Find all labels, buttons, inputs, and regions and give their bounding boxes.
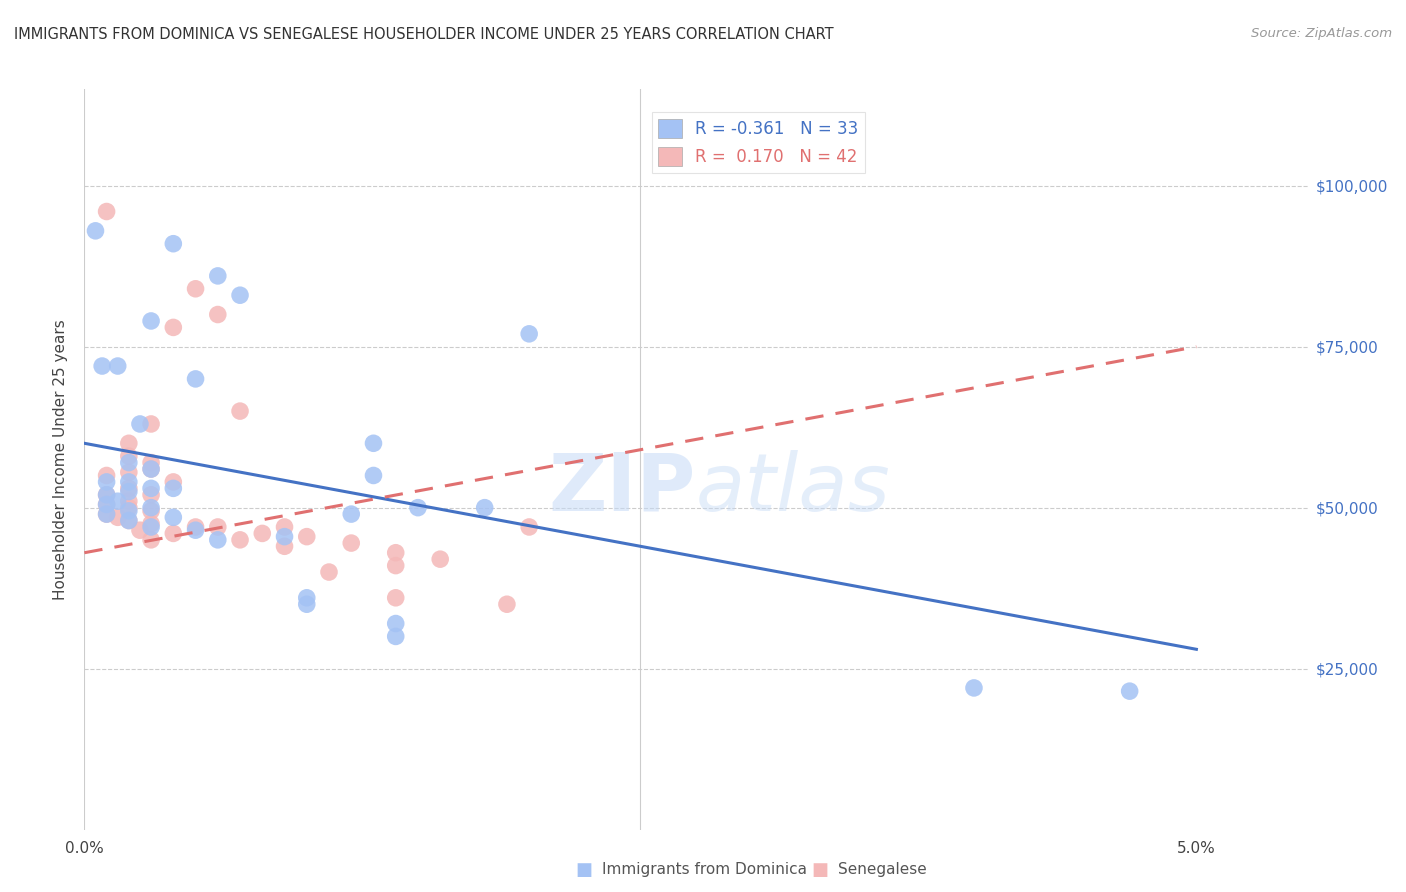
Text: ■: ■ (811, 861, 828, 879)
Point (96, 475, 118, 489)
Point (162, 526, 184, 541)
Point (184, 282, 207, 296)
Point (118, 504, 141, 518)
Point (384, 591, 406, 605)
Point (139, 520, 162, 534)
Point (118, 449, 141, 463)
Point (118, 494, 141, 508)
Point (118, 484, 141, 499)
Point (139, 481, 162, 495)
Point (474, 500, 496, 515)
Point (184, 372, 207, 386)
Point (963, 681, 986, 695)
Point (96, 498, 118, 512)
Point (118, 456, 141, 470)
Point (517, 326, 540, 341)
Point (184, 523, 207, 537)
Point (118, 500, 141, 515)
Point (118, 481, 141, 495)
Point (229, 404, 252, 418)
Point (295, 591, 318, 605)
Point (96, 488, 118, 502)
Point (96, 507, 118, 521)
Point (207, 268, 229, 283)
Point (162, 481, 184, 495)
Point (229, 533, 252, 547)
Point (273, 539, 295, 553)
Point (318, 565, 340, 579)
Point (384, 629, 406, 643)
Point (162, 236, 184, 251)
Point (207, 533, 229, 547)
Point (96, 488, 118, 502)
Point (118, 465, 141, 479)
Point (384, 558, 406, 573)
Point (139, 504, 162, 518)
Point (91, 359, 114, 373)
Point (139, 488, 162, 502)
Point (139, 314, 162, 328)
Text: ZIP: ZIP (548, 450, 696, 528)
Point (107, 510, 129, 524)
Point (96, 498, 118, 512)
Point (118, 514, 141, 528)
Point (184, 520, 207, 534)
Point (429, 552, 451, 566)
Point (107, 359, 129, 373)
Text: IMMIGRANTS FROM DOMINICA VS SENEGALESE HOUSEHOLDER INCOME UNDER 25 YEARS CORRELA: IMMIGRANTS FROM DOMINICA VS SENEGALESE H… (14, 27, 834, 42)
Point (162, 475, 184, 489)
Point (139, 516, 162, 531)
Point (118, 475, 141, 489)
Point (384, 616, 406, 631)
Point (340, 507, 363, 521)
Point (139, 500, 162, 515)
Point (139, 417, 162, 431)
Point (1118, 684, 1140, 698)
Point (406, 500, 429, 515)
Point (139, 462, 162, 476)
Point (96, 468, 118, 483)
Point (295, 597, 318, 611)
Point (340, 536, 363, 550)
Point (84, 224, 107, 238)
Point (139, 533, 162, 547)
Point (207, 308, 229, 322)
Point (118, 514, 141, 528)
Point (162, 320, 184, 334)
Point (96, 507, 118, 521)
Point (139, 462, 162, 476)
Text: atlas: atlas (696, 450, 891, 528)
Point (129, 523, 152, 537)
Point (139, 456, 162, 470)
Y-axis label: Householder Income Under 25 years: Householder Income Under 25 years (53, 319, 69, 599)
Point (96, 204, 118, 219)
Point (363, 436, 385, 450)
Point (384, 546, 406, 560)
Point (496, 597, 519, 611)
Point (273, 520, 295, 534)
Point (229, 288, 252, 302)
Point (107, 494, 129, 508)
Point (129, 417, 152, 431)
Legend: R = -0.361   N = 33, R =  0.170   N = 42: R = -0.361 N = 33, R = 0.170 N = 42 (652, 112, 865, 172)
Point (517, 520, 540, 534)
Text: Source: ZipAtlas.com: Source: ZipAtlas.com (1251, 27, 1392, 40)
Point (363, 468, 385, 483)
Text: Immigrants from Dominica: Immigrants from Dominica (602, 863, 807, 877)
Point (252, 526, 274, 541)
Text: Senegalese: Senegalese (838, 863, 927, 877)
Point (295, 530, 318, 544)
Text: ■: ■ (575, 861, 592, 879)
Point (273, 530, 295, 544)
Point (207, 520, 229, 534)
Point (162, 510, 184, 524)
Point (118, 436, 141, 450)
